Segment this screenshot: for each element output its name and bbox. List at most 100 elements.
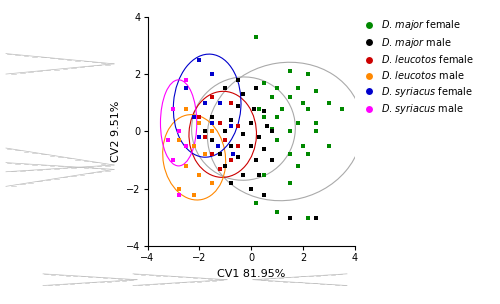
Point [196,172,203,177]
Point [182,164,190,168]
Point [312,120,320,125]
Point [216,166,224,171]
Point [226,181,234,185]
Point [299,100,307,105]
Point [273,138,281,143]
Point [268,95,276,99]
Point [312,89,320,94]
Point [222,164,230,168]
Point [248,120,256,125]
Point [174,192,182,197]
Point [304,72,312,77]
Point [260,192,268,197]
Point [234,143,242,148]
Point [200,129,208,134]
Point [273,115,281,119]
Point [286,129,294,134]
Point [200,135,208,140]
Point [190,143,198,148]
Point [252,34,260,39]
Point [234,103,242,108]
Point [278,106,286,111]
Point [222,129,230,134]
Point [208,129,216,134]
Point [196,135,203,140]
Point [286,69,294,74]
Point [174,138,182,143]
Point [240,92,248,97]
Point [226,100,234,105]
Point [286,152,294,157]
Point [208,152,216,157]
Point [164,138,172,143]
Y-axis label: CV2 9.51%: CV2 9.51% [110,101,120,162]
Point [226,158,234,163]
Point [170,158,177,163]
Point [255,135,263,140]
Point [226,118,234,123]
Point [338,106,346,111]
Point [260,109,268,114]
Point [304,106,312,111]
Point [286,95,294,99]
Point [196,57,203,62]
Point [255,172,263,177]
Point [182,143,190,148]
Point [252,86,260,91]
Point [208,95,216,99]
Point [312,215,320,220]
Point [252,201,260,206]
Point [196,115,203,119]
Point [170,106,177,111]
Point [250,106,258,111]
Point [182,86,190,91]
Point [260,146,268,151]
Point [174,186,182,191]
Point [268,158,276,163]
Point [268,129,276,134]
Point [312,129,320,134]
Point [286,215,294,220]
Point [190,192,198,197]
Point [208,72,216,77]
Point [208,138,216,143]
Point [226,123,234,128]
Point [216,100,224,105]
Point [252,158,260,163]
Point [240,132,248,137]
Legend: $D$. $\it{major}$ female, $D$. $\it{major}$ male, $D$. $\it{leucotos}$ female, $: $D$. $\it{major}$ female, $D$. $\it{majo… [364,17,474,117]
Point [325,143,333,148]
Point [216,100,224,105]
Point [182,78,190,82]
Point [200,152,208,157]
Point [286,181,294,185]
Point [234,78,242,82]
Point [208,115,216,119]
Point [260,172,268,177]
Point [174,129,182,134]
Point [260,80,268,85]
Point [222,86,230,91]
Point [268,158,276,163]
Point [190,115,198,119]
Point [182,106,190,111]
Point [240,172,248,177]
Point [304,215,312,220]
Point [234,155,242,160]
Point [196,120,203,125]
Point [248,143,256,148]
Point [222,138,230,143]
Point [216,152,224,157]
Point [268,126,276,131]
Point [273,209,281,214]
Point [248,186,256,191]
Point [260,115,268,119]
X-axis label: CV1 81.95%: CV1 81.95% [217,269,286,279]
Point [226,143,234,148]
Point [229,152,237,157]
Point [234,123,242,128]
Point [208,120,216,125]
Point [325,100,333,105]
Point [200,100,208,105]
Point [255,106,263,111]
